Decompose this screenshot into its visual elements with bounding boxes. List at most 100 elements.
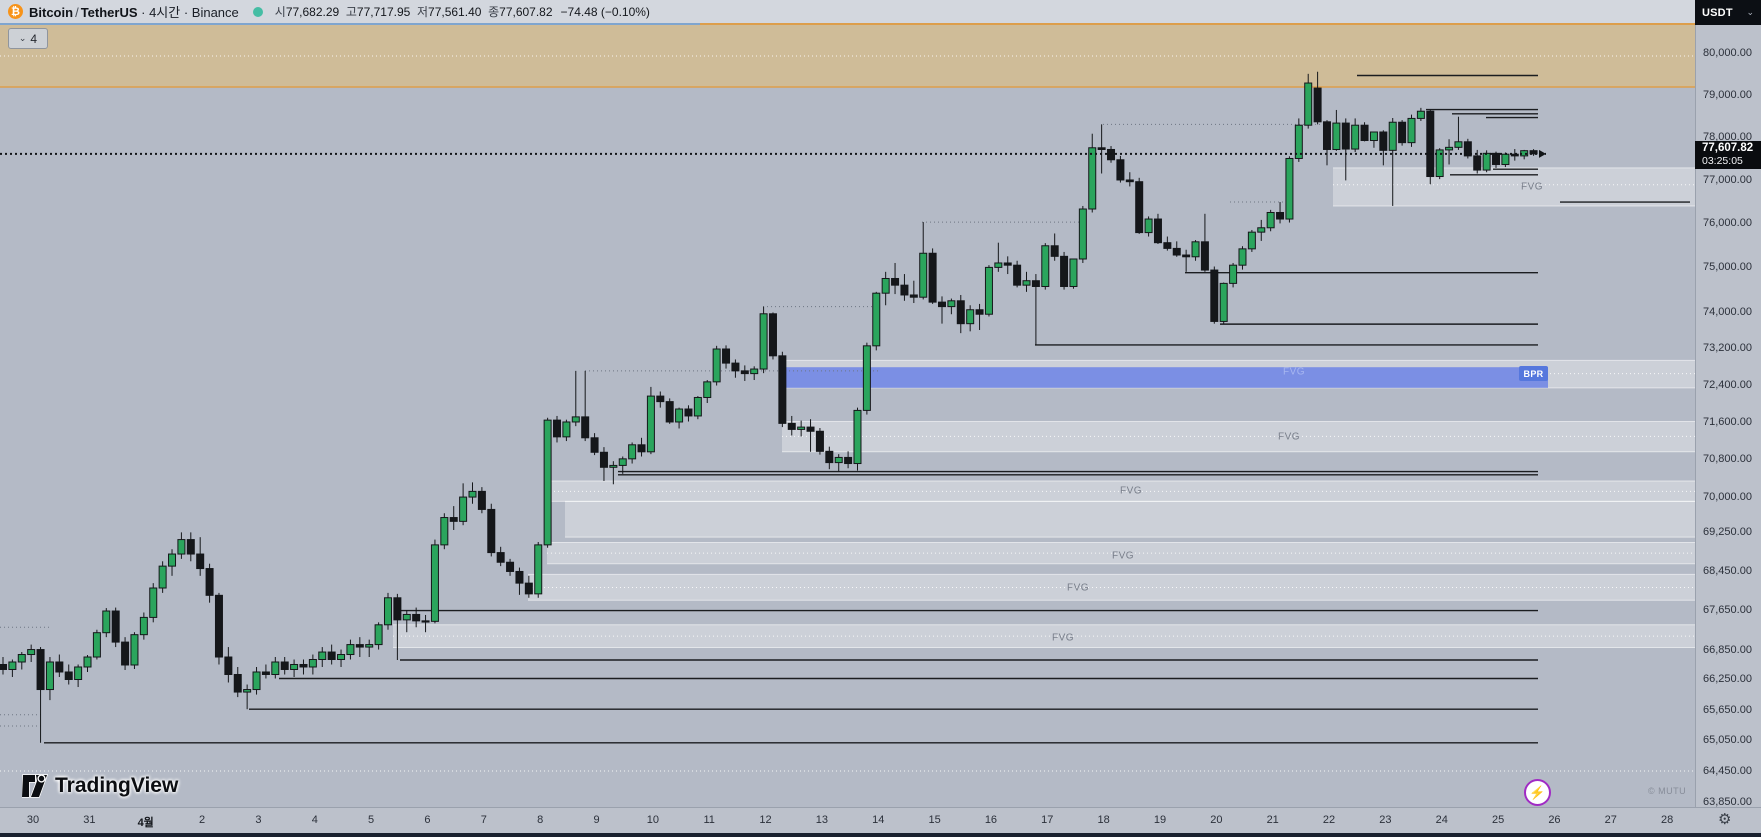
time-axis-label: 19 bbox=[1153, 814, 1167, 826]
candle bbox=[534, 544, 543, 595]
candle bbox=[318, 651, 327, 661]
legend-collapse-chip[interactable]: ⌄ 4 bbox=[8, 28, 48, 49]
candle bbox=[1013, 264, 1022, 286]
candle bbox=[543, 419, 552, 546]
price-axis-currency[interactable]: USDT ⌄ bbox=[1695, 0, 1761, 25]
time-axis-label: 7 bbox=[480, 814, 487, 826]
candle bbox=[956, 300, 965, 325]
candle bbox=[750, 368, 759, 375]
chevron-down-icon: ⌄ bbox=[18, 33, 27, 43]
candle bbox=[966, 309, 975, 325]
fvg-zone-label: FVG bbox=[1277, 431, 1301, 443]
chevron-down-icon: ⌄ bbox=[1746, 7, 1754, 17]
time-axis-label: 4 bbox=[311, 814, 318, 826]
candlestick-series bbox=[0, 71, 1538, 743]
symbol-info-bar: ₿ Bitcoin / TetherUS · 4시간 · Binance 시77,6… bbox=[0, 0, 1695, 23]
candle bbox=[214, 594, 223, 658]
time-axis-label: 27 bbox=[1604, 814, 1617, 826]
gear-icon[interactable]: ⚙ bbox=[1718, 811, 1732, 828]
candle bbox=[1266, 211, 1275, 229]
candle bbox=[139, 616, 148, 636]
candle bbox=[1229, 264, 1238, 284]
candle bbox=[722, 348, 731, 364]
candle bbox=[36, 649, 45, 691]
fvg-69600 bbox=[565, 501, 1695, 538]
time-axis-label: 20 bbox=[1210, 814, 1223, 826]
liquidity-rays[interactable] bbox=[44, 74, 1690, 744]
market-status-icon[interactable] bbox=[252, 6, 263, 17]
time-axis-label: 14 bbox=[872, 814, 885, 826]
candle bbox=[1369, 131, 1378, 142]
time-axis[interactable]: 30 31 4월 2 3 4 5 6 7 8 9 10 11 12 13 14 15 16 17 18 19 20 21 22… bbox=[0, 807, 1761, 833]
candle bbox=[0, 663, 7, 670]
time-axis-label: 23 bbox=[1379, 814, 1392, 826]
candle bbox=[440, 517, 449, 546]
candle bbox=[618, 458, 627, 466]
fvg-68100 bbox=[528, 574, 1695, 601]
candle bbox=[346, 644, 355, 656]
candle bbox=[825, 450, 834, 464]
candle bbox=[468, 490, 477, 498]
candle bbox=[1482, 152, 1491, 171]
candle bbox=[224, 656, 233, 675]
fvg-zone-label: FVG bbox=[1282, 366, 1306, 378]
candle bbox=[778, 355, 787, 424]
lightning-icon: ⚡ bbox=[1529, 784, 1546, 800]
candle bbox=[459, 496, 468, 522]
candle bbox=[1360, 124, 1369, 142]
time-axis-label: 5 bbox=[368, 814, 375, 826]
candle bbox=[524, 582, 533, 595]
candle bbox=[1351, 124, 1360, 150]
candle bbox=[243, 689, 252, 693]
candle bbox=[17, 654, 26, 663]
time-axis-label: 3 bbox=[255, 814, 262, 826]
tradingview-logo[interactable]: TradingView bbox=[22, 774, 178, 798]
candle bbox=[844, 456, 853, 465]
candle bbox=[984, 266, 993, 315]
price-axis-label: 73,200.00 bbox=[1703, 342, 1752, 355]
candle bbox=[496, 552, 505, 563]
price-axis-label: 77,000.00 bbox=[1703, 173, 1752, 186]
candle bbox=[374, 624, 383, 646]
time-axis-label: 10 bbox=[646, 814, 659, 826]
time-axis-label: 24 bbox=[1435, 814, 1448, 826]
candle bbox=[515, 570, 524, 584]
price-axis-label: 69,250.00 bbox=[1703, 526, 1752, 539]
candle bbox=[900, 284, 909, 296]
price-axis-label: 79,000.00 bbox=[1703, 88, 1752, 101]
candle bbox=[1435, 149, 1444, 178]
candle bbox=[609, 464, 618, 468]
time-axis-label: 28 bbox=[1661, 814, 1674, 826]
tradingview-glyph-icon bbox=[22, 774, 48, 798]
candle bbox=[1238, 248, 1247, 266]
candle bbox=[1003, 262, 1012, 266]
candle bbox=[393, 597, 402, 621]
candle bbox=[45, 661, 54, 691]
candle bbox=[599, 451, 608, 468]
candle bbox=[1200, 241, 1209, 271]
time-axis-label: 25 bbox=[1491, 814, 1505, 826]
candle bbox=[1078, 208, 1087, 260]
candle bbox=[581, 416, 590, 439]
candle bbox=[8, 661, 17, 670]
candle bbox=[853, 409, 862, 465]
candle bbox=[290, 663, 299, 670]
candle bbox=[637, 444, 646, 453]
candle bbox=[506, 561, 515, 572]
candle bbox=[149, 587, 158, 618]
quick-trade-button[interactable]: ⚡ bbox=[1524, 779, 1551, 806]
candle bbox=[1388, 121, 1397, 151]
candle bbox=[1501, 153, 1510, 165]
candle bbox=[1088, 147, 1097, 210]
candle bbox=[909, 294, 918, 298]
time-axis-label: 30 bbox=[26, 814, 40, 826]
pane-top-line-orange bbox=[700, 23, 1695, 25]
time-axis-label: 26 bbox=[1548, 814, 1561, 826]
candle bbox=[806, 426, 815, 432]
candle bbox=[1210, 269, 1219, 322]
symbol-title[interactable]: Bitcoin / TetherUS · 4시간 · Binance bbox=[29, 5, 239, 20]
time-axis-label: 6 bbox=[424, 814, 431, 826]
